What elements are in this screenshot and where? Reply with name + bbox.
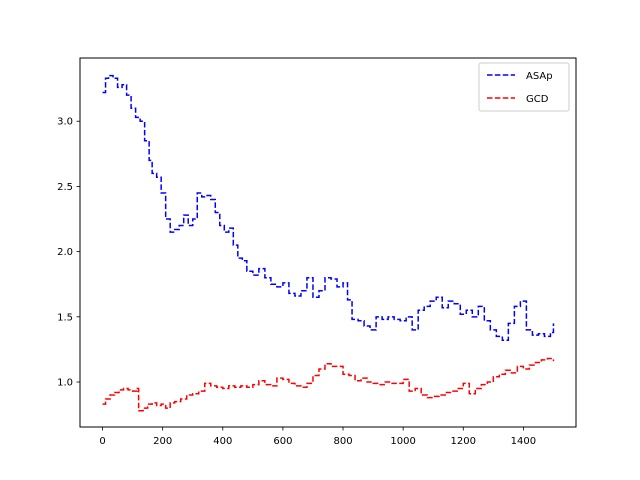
x-tick-label: 600 bbox=[273, 436, 292, 447]
series-line-asap bbox=[102, 74, 555, 342]
legend-box bbox=[478, 62, 570, 112]
x-tick-label: 0 bbox=[99, 436, 105, 447]
x-axis-ticks: 0 200 400 600 800 1000 1200 1400 bbox=[99, 427, 536, 447]
x-tick-label: 400 bbox=[213, 436, 232, 447]
legend-label-gcd: GCD bbox=[526, 94, 549, 105]
legend-label-asap: ASAp bbox=[526, 71, 553, 82]
series-line-gcd bbox=[102, 357, 555, 412]
series-lines-layer bbox=[102, 74, 555, 412]
y-tick-label: 2.0 bbox=[57, 247, 73, 258]
x-tick-label: 800 bbox=[333, 436, 352, 447]
plot-area-frame bbox=[79, 57, 577, 428]
x-tick-label: 1400 bbox=[511, 436, 536, 447]
y-tick-label: 1.5 bbox=[57, 312, 73, 323]
y-axis-ticks: 1.0 1.5 2.0 2.5 3.0 bbox=[57, 117, 80, 389]
y-tick-label: 2.5 bbox=[57, 182, 73, 193]
legend: ASAp GCD bbox=[478, 62, 570, 112]
y-tick-label: 3.0 bbox=[57, 117, 73, 128]
y-tick-label: 1.0 bbox=[57, 378, 73, 389]
x-tick-label: 1200 bbox=[451, 436, 476, 447]
x-tick-label: 1000 bbox=[390, 436, 415, 447]
x-tick-label: 200 bbox=[153, 436, 172, 447]
